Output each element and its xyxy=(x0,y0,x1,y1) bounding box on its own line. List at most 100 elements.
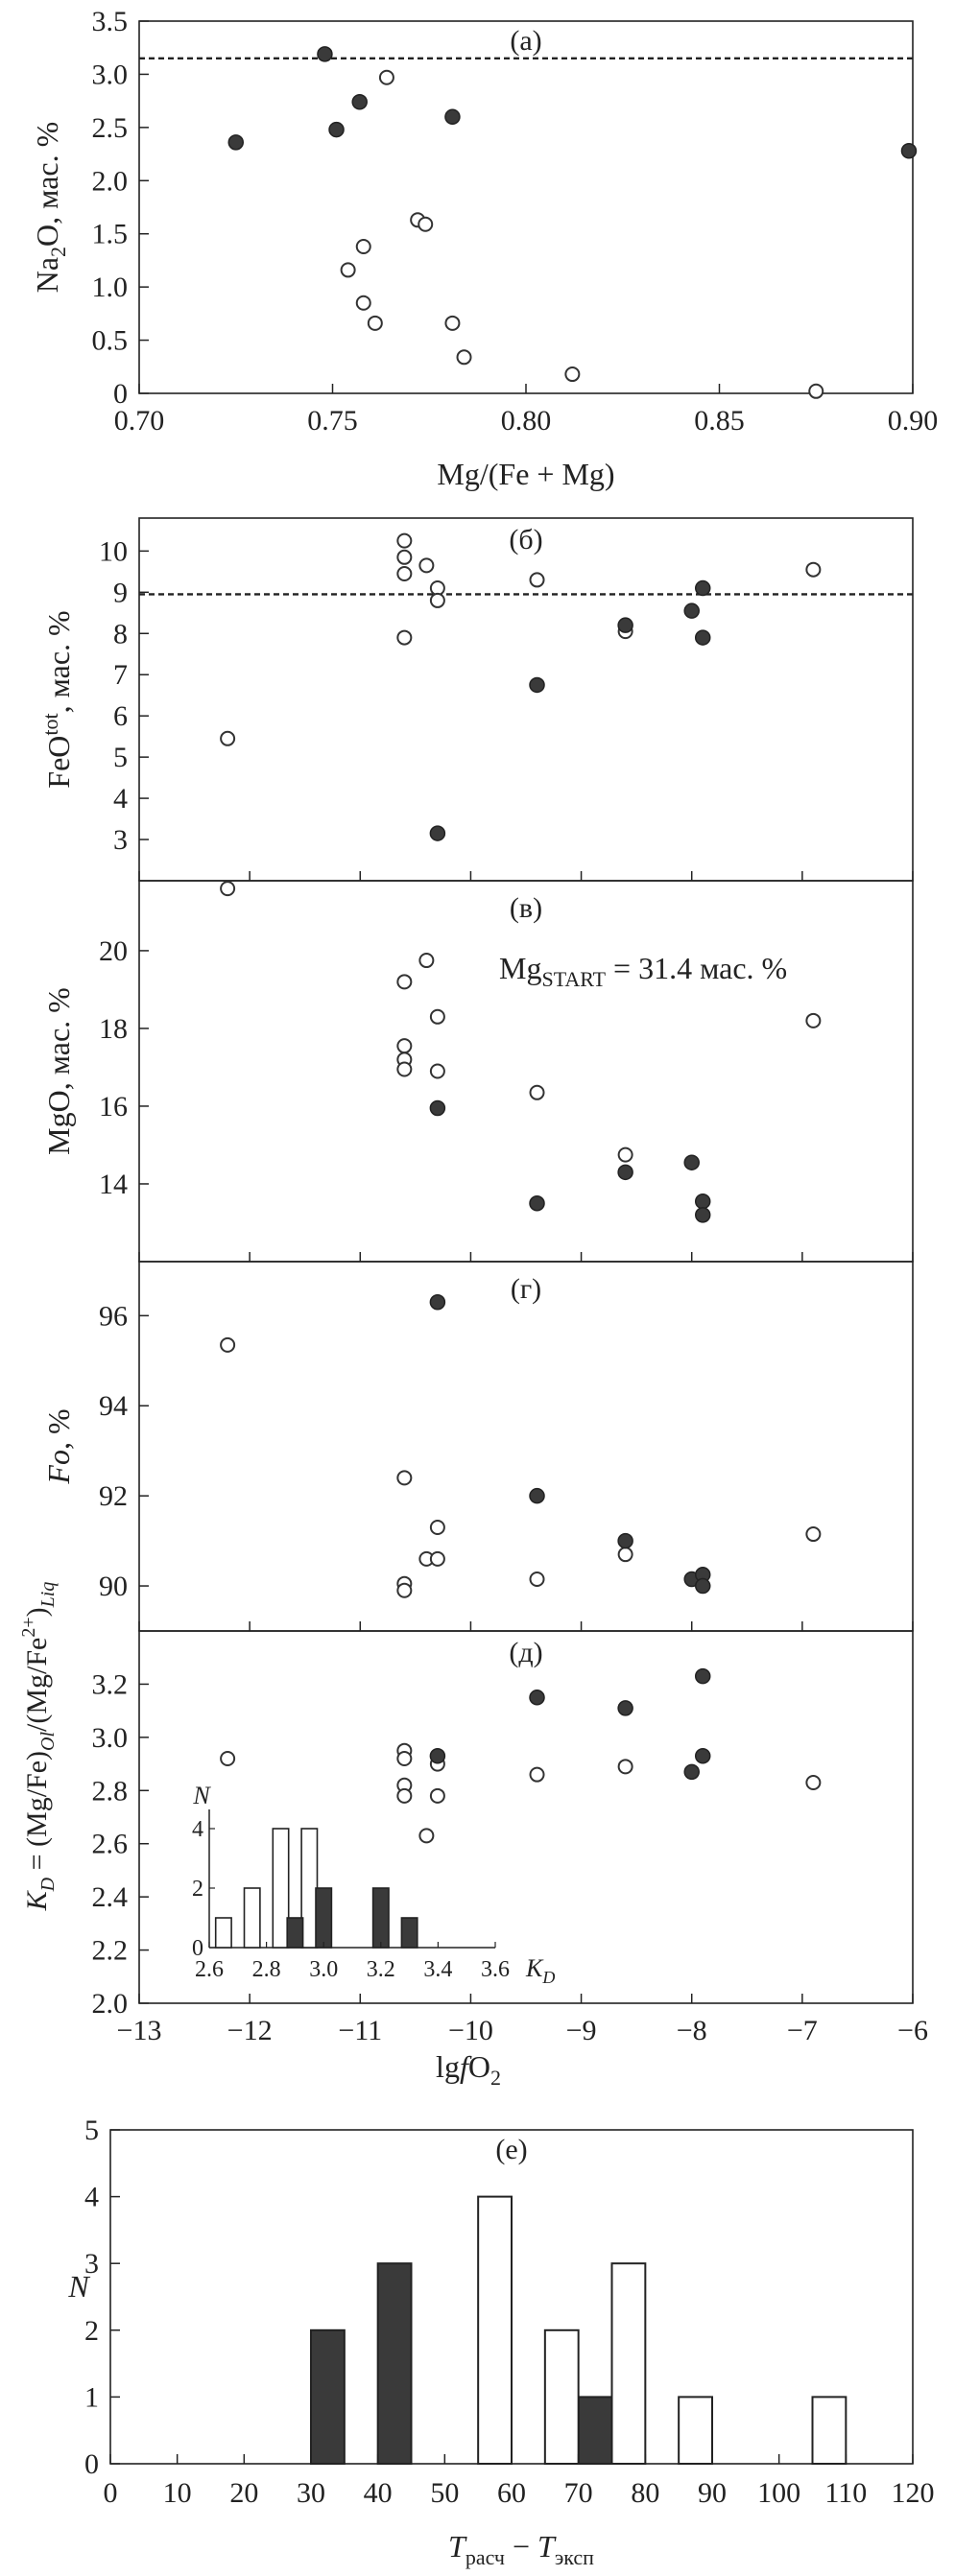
x-axis-label: Mg/(Fe + Mg) xyxy=(437,457,614,491)
inset-ytick-label: 2 xyxy=(192,1877,203,1902)
xtick-label: −6 xyxy=(897,2015,928,2046)
y-axis-label: N xyxy=(67,2269,90,2304)
plot-frame xyxy=(138,1630,914,2004)
hist-bar xyxy=(577,2396,613,2465)
filled-point xyxy=(617,1164,633,1181)
open-point xyxy=(529,1766,545,1783)
inset-bar xyxy=(286,1917,304,1949)
ytick-label: 18 xyxy=(99,1013,128,1045)
filled-point xyxy=(694,1193,711,1210)
xtick-label: −8 xyxy=(677,2015,707,2046)
inset-bar xyxy=(300,1828,319,1949)
open-point xyxy=(617,1547,633,1563)
inset-xtick-label: 3.0 xyxy=(309,1957,338,1982)
panel-label: (д) xyxy=(509,1637,542,1668)
open-point xyxy=(529,1572,545,1588)
xtick-label: −11 xyxy=(338,2015,382,2046)
y-axis-label: Fo, % xyxy=(41,1408,76,1484)
open-point xyxy=(805,1526,822,1543)
annotation-mg-start: MgSTART = 31.4 мас. % xyxy=(499,951,787,991)
ytick-label: 3 xyxy=(113,824,128,856)
hist-bar xyxy=(477,2195,513,2466)
filled-point xyxy=(529,1194,545,1212)
open-point xyxy=(529,572,545,588)
panel-label: (а) xyxy=(510,25,541,57)
open-point xyxy=(805,561,822,578)
xtick-label: −7 xyxy=(787,2015,818,2046)
open-point xyxy=(355,295,371,311)
open-point xyxy=(396,549,413,565)
open-point xyxy=(418,557,435,574)
filled-point xyxy=(529,1690,545,1706)
panel-d: 2.0 2.2 2.4 2.6 2.8 3.0 3.2 −13 −12 −11 −10 −9 −8 −7 −… xyxy=(18,1582,928,2090)
open-point xyxy=(617,1759,633,1775)
inset-y-label: N xyxy=(192,1782,211,1809)
open-point xyxy=(564,366,581,383)
inset-xtick-label: 3.4 xyxy=(423,1957,452,1982)
ytick-label: 7 xyxy=(113,659,128,691)
filled-point xyxy=(694,1748,711,1764)
ytick-label: 1.5 xyxy=(92,219,129,250)
inset-bar xyxy=(315,1887,333,1949)
xtick-label: 0.80 xyxy=(501,405,552,437)
open-point xyxy=(396,974,413,990)
ytick-label: 5 xyxy=(84,2115,99,2146)
ytick-label: 3.0 xyxy=(92,1722,129,1754)
xtick-label: 30 xyxy=(297,2477,325,2509)
hist-bar xyxy=(310,2328,346,2466)
ytick-label: 0 xyxy=(113,378,128,410)
inset-ytick-label: 4 xyxy=(192,1817,203,1842)
open-point xyxy=(340,262,356,278)
inset-bar xyxy=(400,1917,418,1949)
open-point xyxy=(429,1008,445,1025)
open-point xyxy=(429,1550,445,1567)
hist-bar xyxy=(811,2396,848,2465)
ytick-label: 8 xyxy=(113,618,128,650)
y-axis-label: FeOtot, мас. % xyxy=(38,610,76,788)
open-point xyxy=(444,315,461,331)
y-axis-label: Na2O, мас. % xyxy=(30,122,70,294)
filled-point xyxy=(683,1154,700,1170)
filled-point xyxy=(617,1700,633,1716)
xtick-label: −12 xyxy=(227,2015,273,2046)
ytick-label: 96 xyxy=(99,1300,128,1332)
filled-point xyxy=(694,1207,711,1223)
open-point xyxy=(220,730,236,746)
xtick-label: −9 xyxy=(566,2015,597,2046)
ytick-label: 2.2 xyxy=(92,1935,129,1967)
panel-label: (г) xyxy=(511,1273,541,1305)
ytick-label: 92 xyxy=(99,1480,128,1512)
filled-point xyxy=(351,94,368,110)
open-point xyxy=(396,1751,413,1767)
panel-label: (е) xyxy=(495,2134,527,2165)
ytick-label: 4 xyxy=(84,2182,99,2213)
ytick-label: 4 xyxy=(113,783,128,815)
ytick-label: 3.2 xyxy=(92,1668,129,1700)
xtick-label: 0.85 xyxy=(694,405,745,437)
ytick-label: 6 xyxy=(113,700,128,732)
y-axis-label-kd: KD = (Mg/Fe)Ol/(Mg/Fe2+)Liq xyxy=(18,1582,59,1912)
open-point xyxy=(355,239,371,255)
filled-point xyxy=(617,1532,633,1549)
filled-point xyxy=(444,108,461,126)
filled-point xyxy=(683,1763,700,1781)
inset-xtick-label: 3.2 xyxy=(367,1957,395,1982)
hist-bar xyxy=(543,2328,580,2466)
ytick-label: 14 xyxy=(99,1169,128,1200)
open-point xyxy=(396,1787,413,1804)
ytick-label: 9 xyxy=(113,577,128,608)
ytick-label: 16 xyxy=(99,1091,128,1123)
ytick-label: 2.4 xyxy=(92,1881,129,1913)
open-point xyxy=(808,383,824,399)
panel-g: 90 92 94 96 (г) Fo, % xyxy=(41,1261,914,1632)
ytick-label: 20 xyxy=(99,935,128,967)
ytick-label: 94 xyxy=(99,1390,128,1422)
ytick-label: 3.5 xyxy=(92,6,129,37)
open-point xyxy=(429,1063,445,1079)
inset-xtick-label: 2.6 xyxy=(195,1957,224,1982)
ytick-label: 0.5 xyxy=(92,325,129,357)
plot-frame xyxy=(138,1261,914,1632)
y-axis-label: MgO, мас. % xyxy=(41,987,76,1155)
open-point xyxy=(396,1470,413,1486)
